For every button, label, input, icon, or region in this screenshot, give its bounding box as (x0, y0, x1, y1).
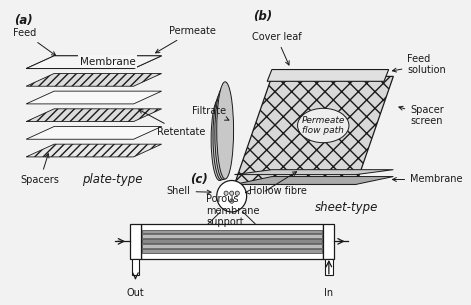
Text: Hollow fibre: Hollow fibre (245, 186, 306, 196)
Text: Filtrate: Filtrate (193, 106, 229, 120)
Text: In: In (325, 289, 333, 299)
Bar (325, 259, 333, 275)
Text: Spacers: Spacers (21, 154, 60, 185)
Circle shape (217, 181, 247, 212)
Polygon shape (26, 127, 162, 139)
Polygon shape (235, 177, 393, 185)
Text: Permeate: Permeate (155, 26, 216, 53)
Bar (142, 249, 322, 253)
Text: (c): (c) (191, 173, 208, 186)
Text: Spacer
screen: Spacer screen (399, 105, 444, 127)
Text: Feed: Feed (13, 28, 56, 56)
Bar (132, 259, 139, 275)
Polygon shape (235, 77, 393, 185)
Polygon shape (235, 170, 393, 174)
Ellipse shape (217, 82, 234, 179)
Polygon shape (26, 56, 162, 69)
Bar (142, 230, 322, 234)
Text: (a): (a) (14, 14, 32, 27)
Text: Porous
membrane
support: Porous membrane support (206, 172, 297, 228)
Polygon shape (267, 70, 389, 81)
Text: Permeate
flow path: Permeate flow path (301, 116, 345, 135)
Text: Out: Out (127, 289, 144, 299)
Text: Cover leaf: Cover leaf (252, 32, 301, 65)
Circle shape (230, 191, 234, 196)
Circle shape (235, 191, 239, 196)
Ellipse shape (298, 108, 349, 143)
Polygon shape (26, 56, 162, 69)
Polygon shape (26, 109, 162, 122)
Text: Shell: Shell (167, 186, 211, 196)
Polygon shape (26, 74, 162, 86)
Bar (141, 224, 323, 259)
Text: Membrane: Membrane (392, 174, 463, 185)
Ellipse shape (213, 93, 230, 180)
Bar (323, 224, 334, 259)
Ellipse shape (215, 87, 232, 180)
Text: sheet-type: sheet-type (315, 201, 378, 214)
Bar (142, 244, 322, 248)
Circle shape (230, 199, 234, 203)
Circle shape (224, 191, 228, 196)
Text: Membrane: Membrane (80, 57, 135, 67)
Bar (130, 224, 141, 259)
Text: plate-type: plate-type (82, 173, 142, 186)
Polygon shape (26, 144, 162, 157)
Bar (142, 239, 322, 243)
Text: Feed
solution: Feed solution (392, 54, 446, 75)
Bar (142, 235, 322, 239)
Polygon shape (26, 91, 162, 104)
Ellipse shape (211, 98, 228, 181)
Text: (b): (b) (253, 10, 272, 23)
Text: Retentate: Retentate (139, 110, 205, 138)
